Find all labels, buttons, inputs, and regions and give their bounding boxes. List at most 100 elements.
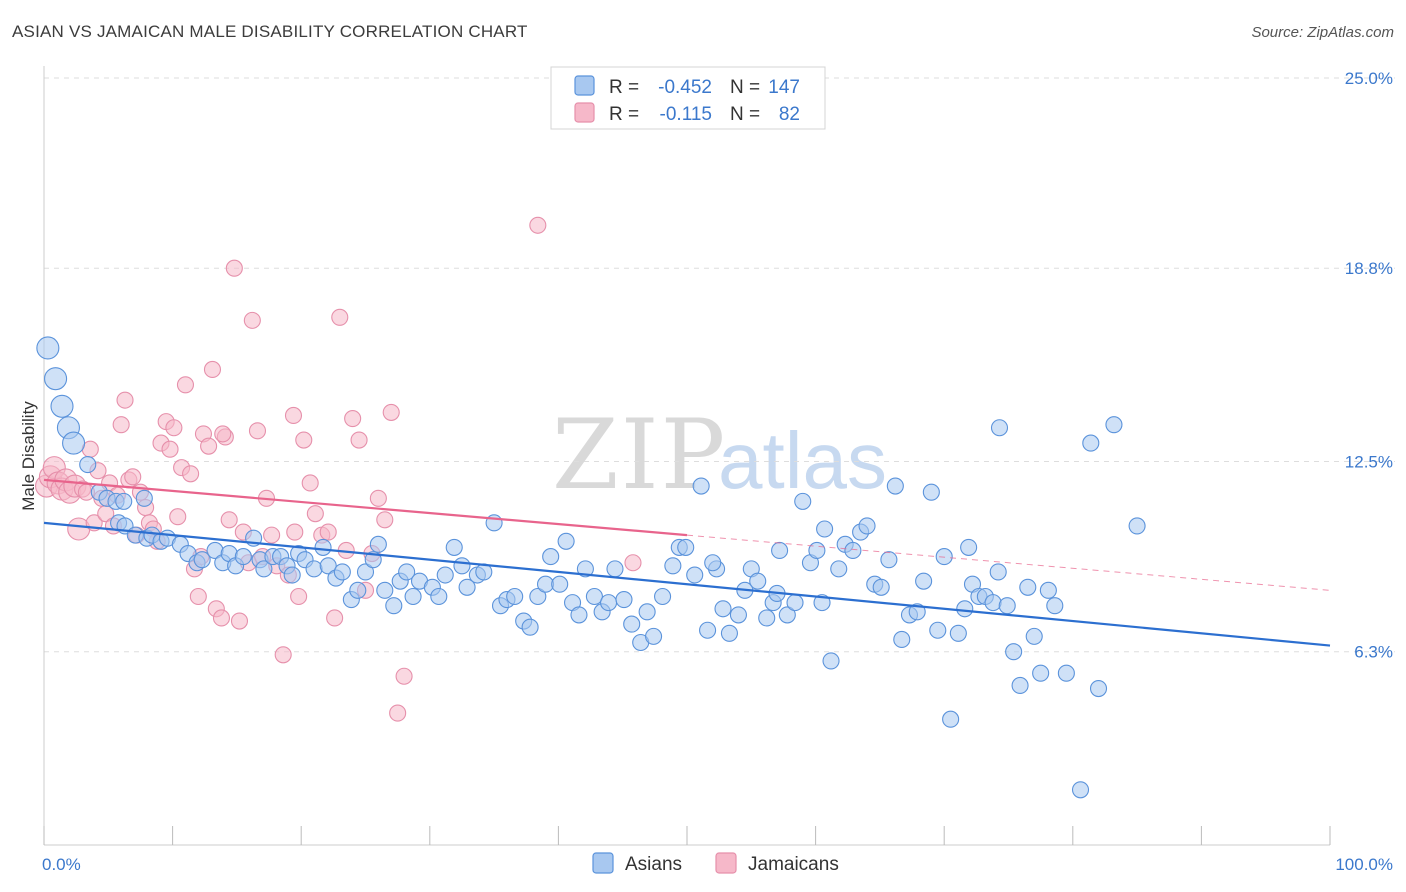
y-tick-label-3: 25.0% [1345,69,1393,88]
asian-point [949,624,967,642]
asian-point [758,609,776,627]
asian-point [984,594,1002,612]
asian-point [998,597,1016,615]
jamaican-point [389,704,407,722]
asian-point [1039,581,1057,599]
jamaican-point [376,511,394,529]
asian-point [319,557,337,575]
asian-point [1057,664,1075,682]
asian-point [778,606,796,624]
legend-r-value-jamaicans: -0.115 [660,104,712,125]
asian-point [844,541,862,560]
asian-point [808,541,826,560]
asian-point [645,627,663,645]
asian-point [615,591,633,609]
legend-r-label-asians: R = [609,77,639,98]
asian-point [720,624,738,642]
asian-point [664,557,682,575]
legend-n-value-asians: 147 [768,77,800,98]
jamaican-point [112,416,130,434]
asian-point [1011,676,1029,695]
jamaican-point [220,511,238,529]
asian-point [521,618,539,636]
asian-point [714,600,732,618]
asian-point [654,587,672,606]
asian-point [305,560,323,578]
asian-point [333,563,351,581]
asian-point [430,587,448,606]
asian-point [1089,679,1108,698]
asian-point [542,548,560,566]
asian-point [942,710,960,728]
jamaican-point [189,587,207,606]
jamaican-point [286,523,304,541]
asian-point [771,541,789,560]
asian-point [749,572,767,590]
legend-swatch-asians [574,75,595,96]
asian-point [585,587,603,606]
asian-point [376,581,394,599]
asian-point [692,477,710,495]
asian-point [960,538,978,556]
asian-point [786,594,804,612]
legend-swatch-jamaicans [574,102,595,123]
jamaican-point [395,667,413,685]
asian-point [115,492,133,510]
asian-point [677,538,695,556]
y-tick-label-1: 12.5% [1345,453,1393,472]
jamaican-point [301,474,319,492]
asian-point [1046,597,1064,615]
asian-point [1105,416,1123,434]
bottom-legend-swatch-asians [592,852,614,874]
jamaican-point [248,422,267,440]
legend-r-value-asians: -0.452 [658,77,712,98]
jamaican-point [161,440,179,458]
asian-point [135,489,153,507]
jamaican-point [295,431,313,449]
asian-point [36,336,60,360]
jamaican-point [203,360,222,379]
asian-point [704,554,722,572]
jamaican-point [230,612,249,630]
asian-point [990,419,1009,437]
asian-point [686,566,704,584]
asian-point [1071,781,1090,799]
legend-n-value-jamaicans: 82 [779,104,800,125]
asian-point [1005,643,1023,661]
jamaican-trend-extension [686,534,1331,591]
jamaican-point [176,376,195,394]
jamaican-point [116,391,134,409]
asian-point [929,621,947,639]
jamaican-point [306,505,324,523]
jamaican-point [169,508,187,526]
jamaican-point [290,587,308,606]
jamaican-point [243,311,261,329]
jamaican-point [182,465,200,483]
asian-point [1025,627,1043,645]
trend-lines [43,478,1331,647]
source-credit: Source: ZipAtlas.com [1251,24,1394,41]
asian-point [830,560,848,578]
legend-r-label-jamaicans: R = [609,104,639,125]
asian-point [794,492,812,510]
x-tick-label-1: 100.0% [1335,855,1393,874]
asian-point [506,587,524,606]
asian-point [908,603,926,621]
jamaican-point [200,437,218,455]
jamaican-point [274,646,292,664]
asian-point [880,551,898,569]
asian-point [453,557,471,575]
asian-point [1019,578,1037,596]
asian-point [699,621,717,639]
x-tick-labels: 0.0% 100.0% [42,855,1393,874]
jamaican-point [319,523,337,541]
jamaican-point [529,216,547,234]
jamaican-point [326,609,344,627]
jamaican-point [369,489,387,507]
series-legend: Asians Jamaicans [592,852,839,875]
axes [43,66,1331,846]
asian-point [813,594,831,612]
y-axis-label: Male Disability [19,401,38,511]
asian-point [50,394,74,418]
asian-point [570,606,588,624]
